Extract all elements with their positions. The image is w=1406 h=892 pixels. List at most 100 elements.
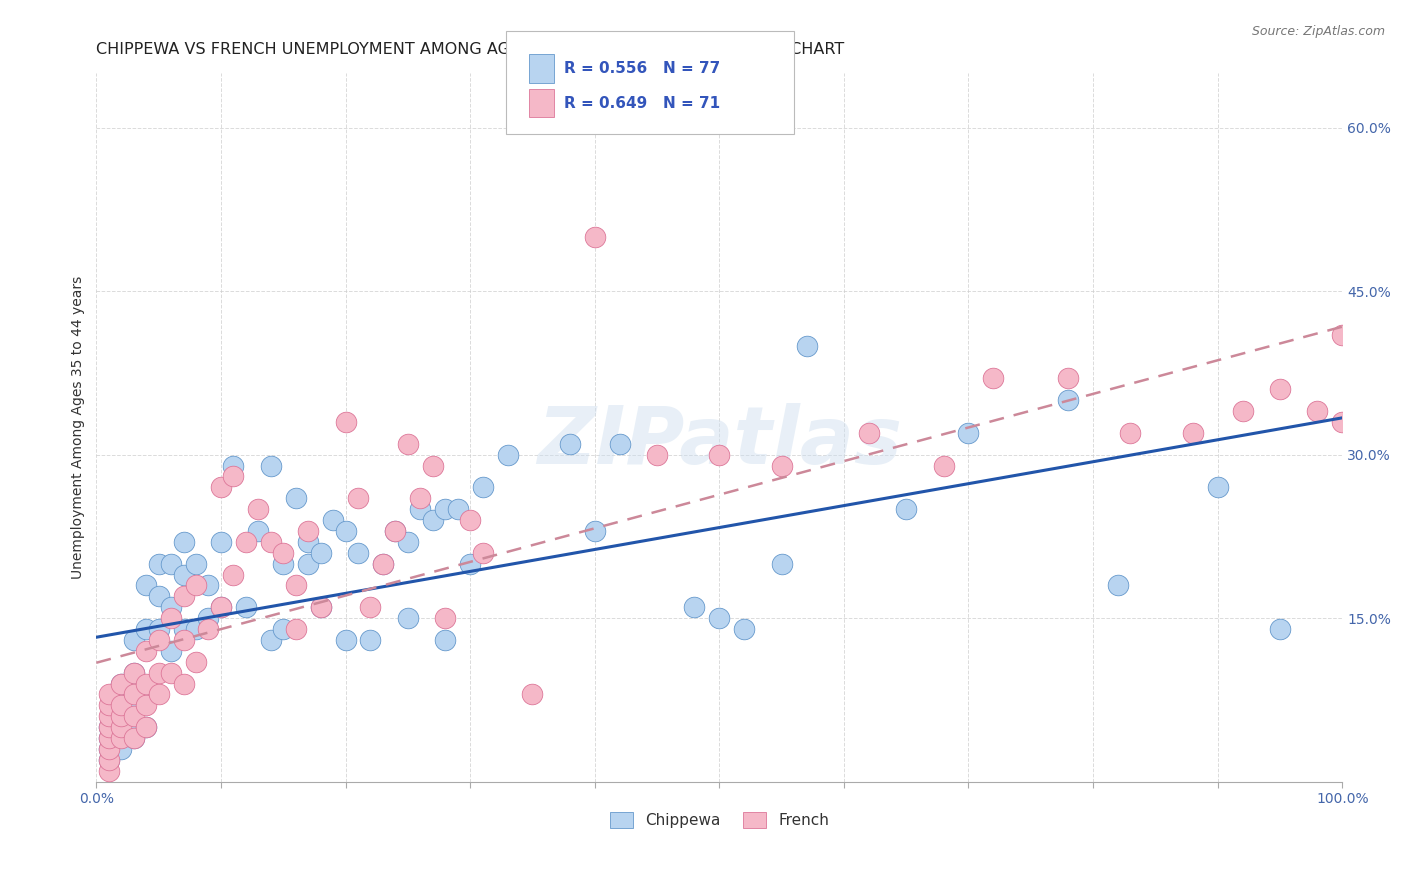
French: [122, 731, 145, 745]
Chippewa: [347, 546, 370, 560]
Chippewa: [384, 524, 406, 538]
Chippewa: [235, 600, 257, 615]
Chippewa: [1268, 622, 1291, 636]
Chippewa: [896, 502, 918, 516]
Chippewa: [471, 480, 494, 494]
Chippewa: [135, 578, 157, 592]
French: [135, 698, 157, 713]
French: [1331, 327, 1354, 342]
French: [932, 458, 955, 473]
French: [97, 731, 120, 745]
French: [135, 720, 157, 734]
French: [409, 491, 432, 506]
Chippewa: [197, 578, 219, 592]
Chippewa: [309, 546, 332, 560]
Chippewa: [184, 557, 207, 571]
Chippewa: [160, 557, 183, 571]
French: [173, 632, 195, 647]
Chippewa: [409, 502, 432, 516]
Chippewa: [447, 502, 470, 516]
French: [235, 534, 257, 549]
French: [160, 611, 183, 625]
French: [110, 698, 132, 713]
French: [135, 644, 157, 658]
Chippewa: [110, 676, 132, 690]
Legend: Chippewa, French: Chippewa, French: [603, 806, 835, 834]
Chippewa: [1057, 393, 1080, 408]
Chippewa: [297, 534, 319, 549]
French: [983, 371, 1005, 385]
Chippewa: [110, 742, 132, 756]
Chippewa: [733, 622, 755, 636]
Chippewa: [260, 458, 283, 473]
Chippewa: [434, 502, 457, 516]
French: [1057, 371, 1080, 385]
Chippewa: [1107, 578, 1129, 592]
French: [97, 720, 120, 734]
French: [770, 458, 793, 473]
Chippewa: [122, 720, 145, 734]
French: [347, 491, 370, 506]
Chippewa: [160, 600, 183, 615]
Chippewa: [148, 590, 170, 604]
French: [284, 578, 307, 592]
French: [434, 611, 457, 625]
Chippewa: [396, 534, 419, 549]
French: [97, 764, 120, 778]
Chippewa: [359, 632, 381, 647]
Chippewa: [434, 632, 457, 647]
Y-axis label: Unemployment Among Ages 35 to 44 years: Unemployment Among Ages 35 to 44 years: [72, 276, 86, 579]
Chippewa: [247, 524, 270, 538]
French: [371, 557, 394, 571]
French: [1306, 404, 1329, 418]
Chippewa: [110, 688, 132, 702]
Chippewa: [957, 425, 980, 440]
Chippewa: [122, 731, 145, 745]
French: [1181, 425, 1204, 440]
Chippewa: [271, 622, 294, 636]
French: [222, 469, 245, 483]
French: [422, 458, 444, 473]
Chippewa: [322, 513, 344, 527]
Chippewa: [173, 534, 195, 549]
Chippewa: [122, 698, 145, 713]
Chippewa: [335, 524, 357, 538]
French: [297, 524, 319, 538]
French: [271, 546, 294, 560]
Chippewa: [1206, 480, 1229, 494]
Chippewa: [558, 437, 581, 451]
Text: R = 0.649   N = 71: R = 0.649 N = 71: [564, 95, 720, 111]
Chippewa: [184, 622, 207, 636]
French: [1268, 382, 1291, 396]
Chippewa: [97, 742, 120, 756]
Text: CHIPPEWA VS FRENCH UNEMPLOYMENT AMONG AGES 35 TO 44 YEARS CORRELATION CHART: CHIPPEWA VS FRENCH UNEMPLOYMENT AMONG AG…: [97, 42, 845, 57]
Chippewa: [371, 557, 394, 571]
French: [97, 709, 120, 723]
Chippewa: [97, 753, 120, 767]
Chippewa: [110, 720, 132, 734]
Chippewa: [110, 698, 132, 713]
Chippewa: [683, 600, 706, 615]
French: [284, 622, 307, 636]
French: [184, 578, 207, 592]
Chippewa: [309, 600, 332, 615]
Chippewa: [297, 557, 319, 571]
French: [858, 425, 880, 440]
French: [645, 448, 668, 462]
French: [197, 622, 219, 636]
French: [1232, 404, 1254, 418]
French: [110, 709, 132, 723]
French: [148, 632, 170, 647]
French: [522, 688, 544, 702]
Text: R = 0.556   N = 77: R = 0.556 N = 77: [564, 61, 720, 76]
French: [122, 688, 145, 702]
Chippewa: [709, 611, 731, 625]
French: [122, 665, 145, 680]
Text: ZIPatlas: ZIPatlas: [537, 402, 901, 481]
French: [1331, 415, 1354, 429]
French: [471, 546, 494, 560]
French: [458, 513, 481, 527]
Chippewa: [796, 339, 818, 353]
French: [709, 448, 731, 462]
French: [97, 753, 120, 767]
